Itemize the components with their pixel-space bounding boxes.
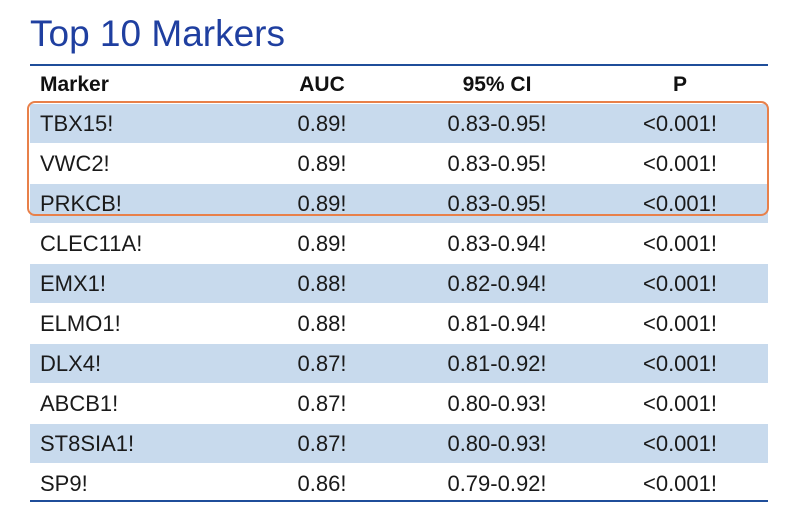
cell-auc: 0.88! (297, 310, 347, 336)
cell-auc: 0.87! (297, 390, 347, 416)
cell-p: <0.001! (642, 390, 717, 416)
markers-table: Marker AUC 95% CI P TBX15! 0.89! 0.83-0.95… (30, 66, 768, 503)
cell-p: <0.001! (642, 310, 717, 336)
table-row: EMX1! 0.88! 0.82-0.94! <0.001! (30, 263, 768, 303)
table-row: ST8SIA1! 0.87! 0.80-0.93! <0.001! (30, 423, 768, 463)
cell-ci: 0.83-0.95! (447, 150, 547, 176)
cell-p: <0.001! (642, 190, 717, 216)
table-row: VWC2! 0.89! 0.83-0.95! <0.001! (30, 143, 768, 183)
cell-p: <0.001! (642, 470, 717, 496)
cell-p: <0.001! (642, 270, 717, 296)
cell-marker: ST8SIA1! (40, 430, 135, 456)
cell-marker: CLEC11A! (40, 230, 143, 256)
cell-ci: 0.81-0.92! (447, 350, 547, 376)
table-row: CLEC11A! 0.89! 0.83-0.94! <0.001! (30, 223, 768, 263)
header-p: P (672, 72, 687, 96)
cell-auc: 0.88! (297, 270, 347, 296)
cell-marker: ABCB1! (40, 390, 119, 416)
table-row: SP9! 0.86! 0.79-0.92! <0.001! (30, 463, 768, 503)
cell-auc: 0.89! (297, 110, 347, 136)
cell-p: <0.001! (642, 150, 717, 176)
cell-auc: 0.86! (297, 470, 347, 496)
cell-ci: 0.82-0.94! (447, 270, 547, 296)
cell-ci: 0.83-0.94! (447, 230, 547, 256)
cell-ci: 0.81-0.94! (447, 310, 547, 336)
cell-auc: 0.87! (297, 430, 347, 456)
table-body: TBX15! 0.89! 0.83-0.95! <0.001! VWC2! 0.89! 0.… (30, 103, 768, 503)
cell-p: <0.001! (642, 430, 717, 456)
page-title: Top 10 Markers (30, 13, 285, 54)
table-row: ELMO1! 0.88! 0.81-0.94! <0.001! (30, 303, 768, 343)
table-header-row: Marker AUC 95% CI P (30, 66, 768, 103)
table-row: DLX4! 0.87! 0.81-0.92! <0.001! (30, 343, 768, 383)
cell-marker: EMX1! (40, 270, 107, 296)
cell-ci: 0.83-0.95! (447, 110, 547, 136)
header-marker: Marker (40, 72, 109, 96)
title-divider (30, 64, 768, 66)
cell-marker: TBX15! (40, 110, 114, 136)
cell-ci: 0.80-0.93! (447, 430, 547, 456)
header-auc: AUC (299, 72, 345, 96)
table-row: ABCB1! 0.87! 0.80-0.93! <0.001! (30, 383, 768, 423)
header-ci: 95% CI (462, 72, 532, 96)
cell-ci: 0.83-0.95! (447, 190, 547, 216)
cell-auc: 0.87! (297, 350, 347, 376)
cell-ci: 0.79-0.92! (447, 470, 547, 496)
cell-marker: ELMO1! (40, 310, 121, 336)
cell-marker: PRKCB! (40, 190, 122, 216)
cell-p: <0.001! (642, 350, 717, 376)
cell-p: <0.001! (642, 110, 717, 136)
cell-p: <0.001! (642, 230, 717, 256)
cell-marker: SP9! (40, 470, 88, 496)
cell-marker: DLX4! (40, 350, 102, 376)
cell-marker: VWC2! (40, 150, 110, 176)
table-row: PRKCB! 0.89! 0.83-0.95! <0.001! (30, 183, 768, 223)
cell-ci: 0.80-0.93! (447, 390, 547, 416)
table-row: TBX15! 0.89! 0.83-0.95! <0.001! (30, 103, 768, 143)
table-bottom-divider (30, 500, 768, 502)
cell-auc: 0.89! (297, 230, 347, 256)
cell-auc: 0.89! (297, 150, 347, 176)
cell-auc: 0.89! (297, 190, 347, 216)
